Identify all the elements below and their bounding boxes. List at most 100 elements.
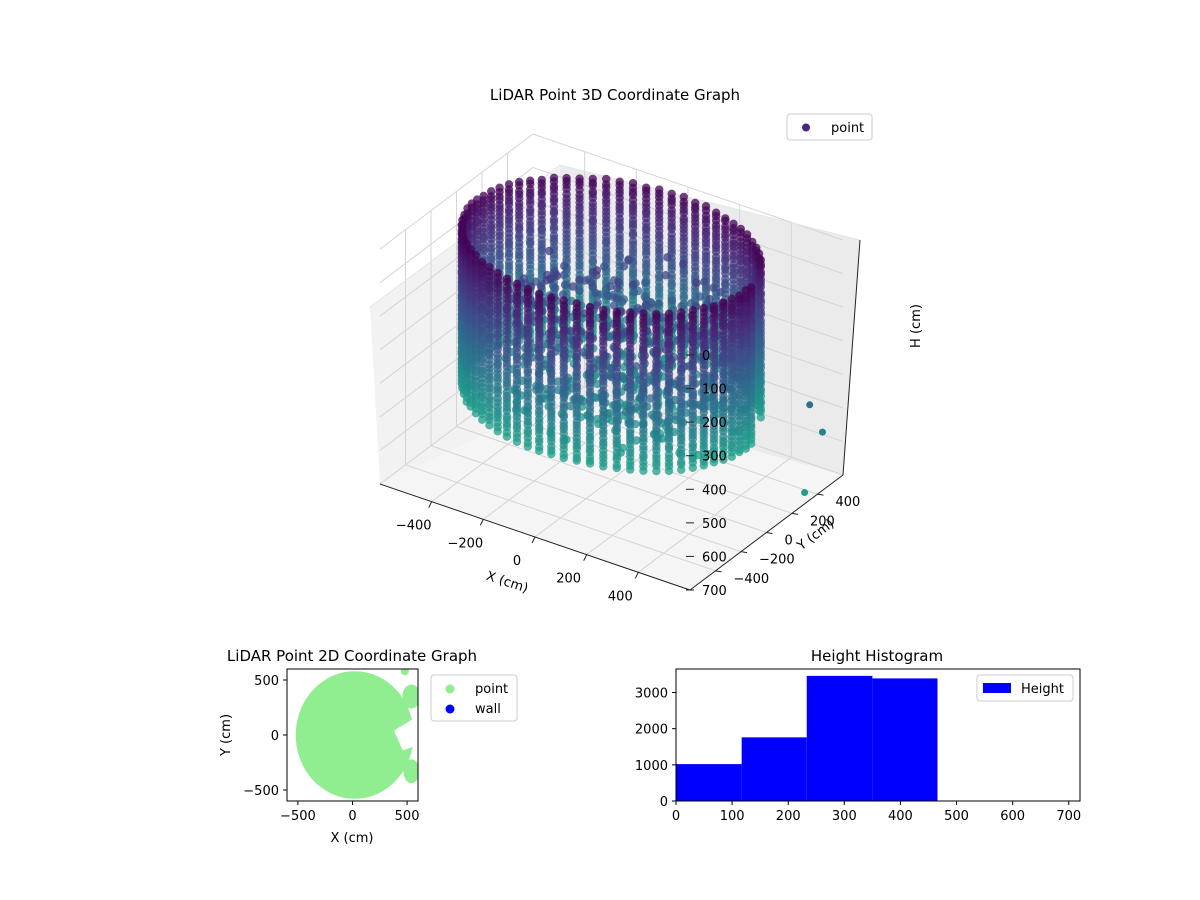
point-3d bbox=[588, 282, 597, 291]
plot-area-2d bbox=[295, 669, 418, 799]
y-tick-label-histogram: 0 bbox=[660, 795, 668, 810]
y-tick-label-3d: 200 bbox=[810, 514, 835, 529]
point-3d bbox=[756, 413, 765, 422]
histogram-bar bbox=[676, 764, 742, 801]
legend-histogram-box bbox=[976, 674, 1074, 702]
point-3d bbox=[502, 432, 512, 441]
point-3d bbox=[699, 408, 708, 417]
point-3d bbox=[661, 271, 670, 280]
point-3d bbox=[741, 286, 750, 295]
chart-2d-scatter: LiDAR Point 2D Coordinate Graph −500−500… bbox=[219, 647, 518, 846]
y-tick-label-3d: 0 bbox=[785, 534, 793, 549]
point-3d bbox=[692, 278, 701, 288]
legend-2d-label-point: point bbox=[475, 682, 508, 697]
point-3d bbox=[719, 426, 728, 436]
x-axis-label-3d: X (cm) bbox=[484, 569, 530, 597]
y-tick-mark-3d bbox=[766, 532, 773, 534]
histogram-bars bbox=[676, 675, 938, 801]
point-3d bbox=[741, 444, 750, 453]
y-tick-mark-3d bbox=[817, 493, 824, 496]
point-3d bbox=[640, 292, 649, 301]
histogram-bar bbox=[872, 678, 938, 801]
ticks-2d: −500−500 0 0 500 500 bbox=[243, 674, 419, 824]
point-3d bbox=[579, 397, 588, 406]
legend-2d-label-wall: wall bbox=[475, 702, 501, 717]
ticks-histogram: 0 100 200 300 400 500 600 700 0 1000 2000 3000 bbox=[635, 687, 1081, 824]
point-3d bbox=[493, 332, 502, 342]
y-tick-label-2d: −500 bbox=[243, 784, 279, 799]
point-3d bbox=[471, 409, 481, 418]
point-2d bbox=[400, 669, 409, 676]
ticks-3d: −400−400−200−200002002004004000100200300… bbox=[396, 349, 861, 604]
y-tick-mark-3d bbox=[740, 551, 748, 554]
point-3d bbox=[667, 265, 676, 274]
point-3d bbox=[612, 294, 622, 303]
point-3d bbox=[735, 447, 744, 457]
x-tick-label-3d: −200 bbox=[447, 536, 483, 551]
chart-3d-title: LiDAR Point 3D Coordinate Graph bbox=[490, 86, 740, 104]
point-3d bbox=[558, 290, 568, 299]
point-3d bbox=[727, 452, 736, 461]
point-3d-outlier bbox=[806, 401, 814, 409]
point-3d-outlier bbox=[818, 428, 826, 436]
x-tick-label-histogram: 0 bbox=[672, 809, 680, 824]
point-3d bbox=[592, 301, 602, 310]
point-2d bbox=[379, 723, 389, 733]
points-2d-notch bbox=[393, 718, 416, 751]
point-3d bbox=[523, 360, 532, 369]
legend-histogram-swatch bbox=[983, 683, 1011, 693]
point-3d bbox=[628, 231, 638, 240]
point-3d bbox=[568, 282, 578, 291]
x-tick-label-2d: 500 bbox=[395, 809, 420, 824]
histogram-title: Height Histogram bbox=[811, 647, 943, 665]
x-tick-mark-3d bbox=[634, 572, 639, 579]
y-tick-label-histogram: 1000 bbox=[635, 759, 668, 774]
x-axis-label-2d: X (cm) bbox=[331, 831, 374, 846]
point-3d bbox=[709, 283, 718, 292]
legend-2d: point wall bbox=[430, 674, 518, 722]
point-3d bbox=[679, 259, 688, 269]
point-3d bbox=[628, 280, 638, 290]
point-3d bbox=[652, 466, 661, 476]
y-tick-mark-3d bbox=[715, 570, 722, 573]
y-tick-label-3d: 400 bbox=[836, 495, 861, 510]
point-3d bbox=[603, 291, 613, 301]
legend-2d-marker-wall bbox=[445, 704, 455, 714]
point-3d bbox=[536, 282, 546, 291]
point-3d bbox=[648, 304, 657, 313]
point-3d bbox=[552, 271, 562, 281]
z-axis-label-3d: H (cm) bbox=[909, 304, 924, 348]
legend-3d: point bbox=[786, 113, 873, 141]
point-3d bbox=[471, 335, 481, 344]
point-3d bbox=[756, 282, 765, 291]
z-tick-label-3d: 400 bbox=[702, 483, 727, 498]
point-3d bbox=[485, 421, 494, 430]
point-3d bbox=[559, 270, 569, 280]
point-3d bbox=[664, 466, 674, 476]
point-3d bbox=[592, 271, 601, 280]
x-tick-mark-3d bbox=[428, 501, 433, 508]
point-3d bbox=[493, 427, 502, 436]
point-3d bbox=[624, 256, 633, 265]
point-3d bbox=[654, 299, 663, 309]
chart-histogram: Height Histogram 0 100 200 300 400 500 600 7000… bbox=[635, 647, 1081, 824]
point-3d bbox=[695, 292, 705, 301]
z-tick-label-3d: 200 bbox=[702, 416, 727, 431]
point-3d bbox=[559, 453, 568, 463]
x-tick-label-3d: 200 bbox=[556, 572, 581, 587]
point-3d bbox=[572, 456, 581, 465]
point-3d bbox=[609, 301, 619, 310]
x-tick-label-histogram: 400 bbox=[888, 809, 913, 824]
chart-2d-title: LiDAR Point 2D Coordinate Graph bbox=[227, 647, 477, 665]
point-3d bbox=[560, 280, 570, 289]
y-axis-label-2d: Y (cm) bbox=[219, 714, 234, 757]
x-tick-mark-3d bbox=[531, 536, 536, 544]
point-3d bbox=[585, 459, 595, 468]
point-3d bbox=[626, 465, 635, 474]
grid-line-h bbox=[379, 133, 844, 250]
point-2d-cluster bbox=[403, 759, 418, 784]
point-3d-outlier bbox=[801, 489, 809, 497]
point-3d bbox=[719, 455, 728, 464]
point-3d bbox=[619, 262, 629, 271]
